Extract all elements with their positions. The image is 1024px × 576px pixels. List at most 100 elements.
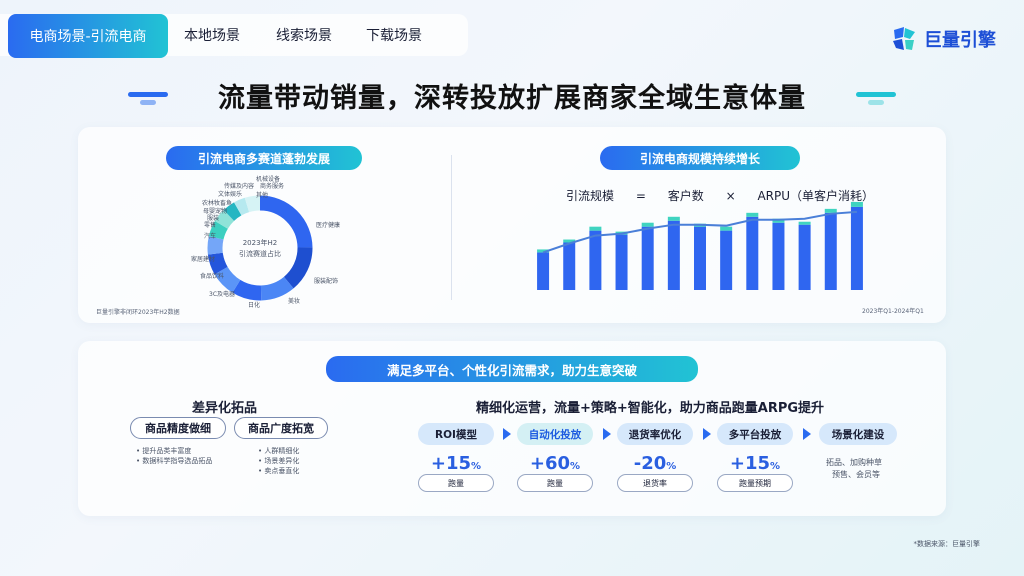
scene-extra-line1: 拓品、加购种草: [826, 458, 882, 467]
headline-deco-left-2: [140, 100, 156, 105]
ops-title: 精细化运营，流量+策略+智能化，助力商品跑量ARPG提升: [476, 401, 825, 416]
scene-extra-line2: 预售、会员等: [832, 470, 880, 479]
metric-value: +15%: [430, 453, 482, 474]
scale-formula: 引流规模 = 客户数 × ARPU（单客户消耗）: [566, 187, 874, 204]
donut-label: 传媒及内容: [224, 183, 255, 190]
bar: [746, 216, 759, 290]
logo-text: 巨量引擎: [924, 30, 996, 51]
arrow-right-icon: [603, 428, 611, 440]
formula-term: ARPU（单客户消耗）: [757, 189, 875, 203]
tab-download-scene[interactable]: 下载场景: [366, 28, 422, 44]
bar-cap: [720, 226, 733, 231]
bar: [720, 230, 733, 290]
diff-bullet: • 人群精细化: [258, 447, 300, 455]
brand-logo: 巨量引擎: [890, 26, 996, 52]
bar: [850, 206, 863, 290]
breadth-product-button[interactable]: 商品广度拓宽: [234, 417, 328, 439]
donut-label: 商务服务: [260, 183, 285, 190]
donut-label: 农林牧畜鱼: [202, 200, 233, 207]
metric-label: 跑量: [517, 474, 593, 492]
bar: [615, 234, 628, 290]
diff-title: 差异化拓品: [192, 401, 258, 416]
left-panel-title: 引流电商多赛道蓬勃发展: [166, 146, 362, 170]
donut-label: 服装配饰: [314, 278, 339, 285]
bar-cap: [641, 222, 654, 227]
bar: [641, 226, 654, 290]
step-return-rate: 退货率优化: [617, 423, 693, 445]
metric-value: +60%: [529, 453, 581, 474]
headline-deco-right: [856, 92, 896, 97]
bar-cap: [746, 212, 759, 217]
donut-label: 医疗健康: [316, 222, 341, 229]
ocean-engine-logo-icon: [893, 27, 915, 50]
bar-cap: [850, 201, 863, 207]
bar: [563, 242, 576, 290]
donut-label: 机械设备: [256, 176, 281, 183]
donut-label: 美妆: [288, 298, 301, 305]
bar: [537, 252, 550, 290]
bar: [589, 230, 602, 290]
right-panel-period: 2023年Q1-2024年Q1: [862, 308, 924, 315]
arrow-right-icon: [703, 428, 711, 440]
step-scene-building: 场景化建设: [819, 423, 897, 445]
footer-source: *数据来源：巨量引擎: [913, 540, 981, 548]
diff-bullet: • 提升品类丰富度: [136, 447, 192, 455]
tab-local-scene[interactable]: 本地场景: [184, 28, 240, 44]
donut-label: 其他: [256, 192, 269, 199]
headline-deco-right-2: [868, 100, 884, 105]
formula-term: 客户数: [667, 189, 704, 203]
bar: [824, 212, 837, 290]
page-headline: 流量带动销量，深转投放扩展商家全域生意体量: [218, 82, 806, 114]
formula-term: 引流规模: [566, 189, 615, 203]
metric-value: -20%: [633, 453, 677, 474]
growth-bar-chart: [537, 201, 863, 290]
formula-times: ×: [725, 189, 736, 203]
precision-product-button[interactable]: 商品精度做细: [130, 417, 226, 439]
bar-cap: [798, 221, 811, 225]
tab-lead-scene[interactable]: 线索场景: [276, 28, 332, 44]
donut-label: 3C及电器: [209, 291, 236, 298]
bar: [667, 220, 680, 290]
diff-bullet: • 场景差异化: [258, 457, 300, 465]
formula-equals: =: [635, 189, 646, 203]
donut-label: 母婴宠物: [203, 208, 228, 215]
bar-cap: [563, 239, 576, 243]
left-panel-source: 巨量引擎非闭环2023年H2数据: [96, 309, 180, 316]
metric-value: +15%: [729, 453, 781, 474]
metric-label: 跑量预期: [717, 474, 793, 492]
bar-cap: [667, 216, 680, 221]
arrow-right-icon: [803, 428, 811, 440]
donut-label: 食品饮料: [200, 273, 225, 280]
donut-center-line2: 引流赛道占比: [239, 249, 281, 258]
arrow-right-icon: [503, 428, 511, 440]
donut-label: 服装: [207, 215, 220, 222]
bar: [772, 222, 785, 290]
tab-ecommerce-traffic[interactable]: 电商场景-引流电商: [8, 14, 168, 58]
donut-label: 零售: [204, 222, 217, 229]
donut-label: 日化: [248, 302, 261, 309]
bottom-panel-title: 满足多平台、个性化引流需求，助力生意突破: [326, 356, 698, 382]
donut-label: 文体娱乐: [218, 191, 243, 198]
bar: [694, 226, 706, 290]
diff-bullet: • 卖点垂直化: [258, 467, 300, 475]
scene-tab-bar: 电商场景-引流电商 本地场景 线索场景 下载场景: [0, 14, 468, 58]
diff-bullet: • 数据科学指导选品拓品: [136, 457, 213, 465]
step-multi-platform: 多平台投放: [717, 423, 793, 445]
bar-cap: [537, 249, 550, 253]
panel-divider: [451, 155, 452, 300]
step-roi-model: ROI模型: [418, 423, 494, 445]
bar-cap: [589, 226, 602, 231]
metric-label: 退货率: [617, 474, 693, 492]
headline-wrap: 流量带动销量，深转投放扩展商家全域生意体量: [0, 72, 1024, 118]
donut-center-line1: 2023年H2: [243, 238, 278, 247]
step-auto-delivery: 自动化投放: [517, 423, 593, 445]
right-panel-title: 引流电商规模持续增长: [600, 146, 800, 170]
bar: [798, 224, 811, 290]
bar-cap: [824, 208, 837, 213]
donut-label: 家居建材: [191, 256, 216, 263]
metric-label: 跑量: [418, 474, 494, 492]
trend-line: [542, 210, 857, 254]
donut-label: 汽车: [204, 233, 217, 240]
headline-deco-left: [128, 92, 168, 97]
traffic-share-donut: 2023年H2 引流赛道占比: [207, 195, 313, 301]
